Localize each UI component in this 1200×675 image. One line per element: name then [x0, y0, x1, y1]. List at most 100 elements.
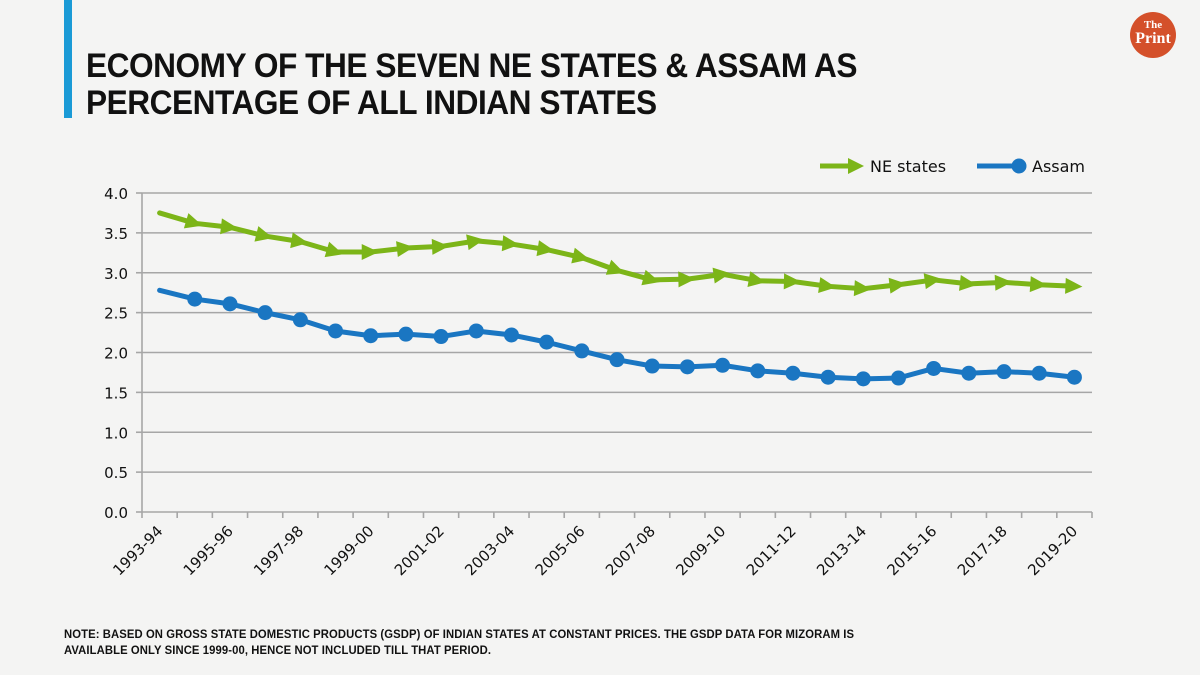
data-point	[747, 271, 766, 287]
data-point	[363, 328, 379, 344]
legend: NE states Assam	[820, 157, 1085, 176]
x-tick-label: 1999-00	[320, 522, 377, 579]
data-point	[1031, 365, 1047, 381]
y-tick-label: 3.5	[104, 225, 128, 243]
legend-circle-marker-icon	[1011, 158, 1027, 174]
data-point	[1029, 276, 1048, 293]
data-point	[996, 364, 1012, 380]
x-axis-ticks: 1993-94 1995-96 1997-98 1999-00 2001-02 2003-…	[109, 512, 1093, 579]
data-point	[715, 357, 731, 373]
x-tick-label: 2007-08	[602, 522, 659, 579]
data-point	[468, 323, 484, 339]
y-tick-label: 0.5	[104, 464, 128, 482]
data-point	[257, 305, 273, 321]
data-point	[398, 326, 414, 342]
y-axis-ticks: 0.0 0.5 1.0 1.5 2.0 2.5 3.0 3.5 4.0	[104, 185, 142, 522]
data-point	[853, 280, 872, 297]
data-point	[926, 360, 942, 376]
y-tick-label: 2.5	[104, 305, 128, 323]
data-point	[501, 235, 520, 252]
theprint-logo: The Print	[1130, 12, 1176, 58]
x-tick-label: 2011-12	[743, 522, 800, 579]
x-tick-label: 1997-98	[250, 522, 307, 579]
data-point	[712, 267, 731, 284]
x-tick-label: 1995-96	[180, 522, 237, 579]
x-tick-label: 2005-06	[532, 522, 589, 579]
data-point	[183, 213, 203, 229]
x-tick-label: 2013-14	[813, 522, 870, 579]
data-point	[254, 226, 273, 242]
chart-title-line-1: ECONOMY OF THE SEVEN NE STATES & ASSAM A…	[86, 47, 857, 85]
y-tick-label: 2.0	[104, 345, 128, 363]
data-point	[292, 312, 308, 328]
data-point	[431, 238, 450, 255]
legend-label: Assam	[1032, 157, 1085, 176]
legend-label: NE states	[870, 157, 946, 176]
data-point	[539, 334, 555, 350]
x-tick-label: 2009-10	[672, 522, 729, 579]
data-point	[1066, 369, 1082, 385]
data-point	[820, 369, 836, 385]
data-point	[959, 274, 977, 291]
data-point	[324, 241, 344, 258]
data-point	[890, 370, 906, 386]
data-point	[571, 247, 590, 264]
data-point	[641, 269, 660, 286]
y-tick-label: 0.0	[104, 504, 128, 522]
chart-title: ECONOMY OF THE SEVEN NE STATES & ASSAM A…	[86, 48, 857, 122]
footnote-line-1: NOTE: BASED ON GROSS STATE DOMESTIC PROD…	[64, 629, 855, 641]
data-point	[187, 291, 203, 307]
data-point	[361, 244, 379, 261]
footnote-line-2: AVAILABLE ONLY SINCE 1999-00, HENCE NOT …	[64, 645, 492, 657]
data-point	[222, 296, 238, 312]
x-tick-label: 2001-02	[391, 522, 448, 579]
data-point	[605, 259, 625, 275]
data-point	[220, 218, 238, 235]
x-tick-label: 1993-94	[109, 522, 166, 579]
x-tick-label: 2017-18	[954, 522, 1011, 579]
data-point	[855, 371, 871, 387]
data-point	[783, 273, 801, 290]
data-point	[609, 352, 625, 368]
data-point	[466, 234, 485, 251]
data-point	[1065, 277, 1083, 294]
data-point	[644, 358, 660, 374]
x-tick-label: 2019-20	[1024, 522, 1081, 579]
data-point	[888, 277, 907, 294]
logo-text-top: The	[1143, 19, 1163, 31]
series-ne-states	[157, 210, 1083, 297]
data-point	[536, 240, 555, 257]
data-point	[679, 359, 695, 375]
series-group	[157, 210, 1083, 387]
data-point	[818, 277, 837, 294]
footnote: NOTE: BASED ON GROSS STATE DOMESTIC PROD…	[64, 627, 854, 659]
y-tick-label: 1.0	[104, 424, 128, 442]
data-point	[503, 327, 519, 343]
title-accent-bar	[64, 0, 72, 118]
legend-item-ne-states: NE states	[820, 157, 946, 176]
data-point	[328, 323, 344, 339]
y-tick-label: 4.0	[104, 185, 128, 203]
axes	[141, 193, 1092, 513]
data-point	[396, 241, 414, 257]
data-point	[750, 363, 766, 379]
data-point	[574, 343, 590, 359]
data-point	[785, 365, 801, 381]
data-point	[290, 232, 309, 249]
legend-arrow-marker-icon	[848, 158, 864, 174]
legend-item-assam: Assam	[977, 157, 1085, 176]
y-tick-label: 3.0	[104, 265, 128, 283]
chart-title-line-2: PERCENTAGE OF ALL INDIAN STATES	[86, 84, 657, 122]
data-point	[994, 274, 1013, 291]
x-tick-label: 2003-04	[461, 522, 518, 579]
data-point	[678, 271, 696, 288]
series-line	[157, 210, 1077, 292]
data-point	[961, 365, 977, 381]
y-tick-label: 1.5	[104, 384, 128, 402]
data-point	[433, 329, 449, 345]
x-tick-label: 2015-16	[883, 522, 940, 579]
data-point	[923, 273, 942, 290]
logo-text-bottom: Print	[1135, 30, 1171, 47]
series-assam	[157, 287, 1082, 387]
